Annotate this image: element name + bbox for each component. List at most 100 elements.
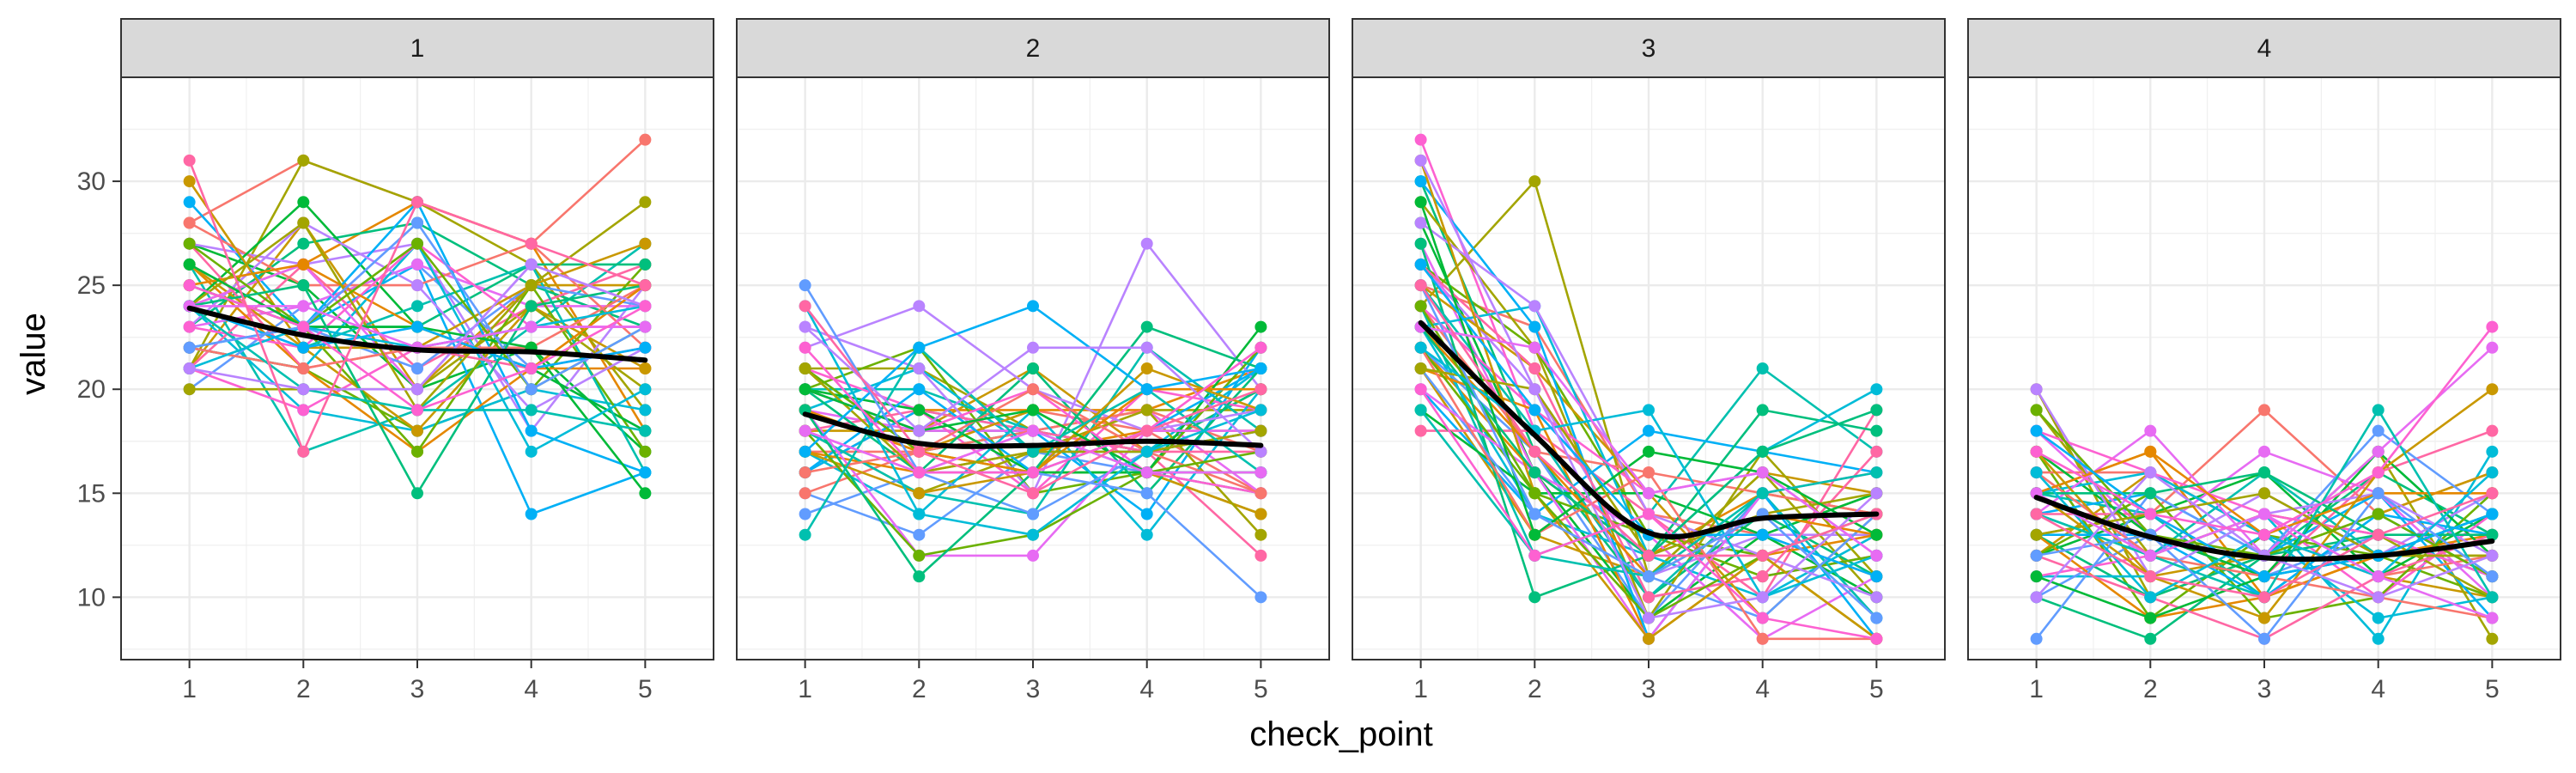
series-point: [1255, 341, 1267, 354]
series-point: [2144, 570, 2157, 583]
series-point: [913, 341, 926, 354]
facet-panel-3: 3 1 2 3 4 5: [1352, 18, 1946, 703]
series-point: [1870, 383, 1883, 396]
series-point: [2372, 591, 2385, 604]
series-point: [1414, 300, 1427, 313]
series-point: [1140, 383, 1153, 396]
series-point: [2144, 612, 2157, 624]
series-point: [1414, 383, 1427, 396]
series-point: [1870, 487, 1883, 500]
series-point: [799, 300, 811, 313]
series-point: [1140, 362, 1153, 374]
series-point: [639, 196, 652, 209]
y-axis-title: value: [15, 313, 52, 395]
series-point: [639, 445, 652, 458]
x-tick-label: 4: [2371, 675, 2385, 703]
series-point: [1140, 528, 1153, 541]
series-point: [799, 466, 811, 479]
series-point: [2486, 508, 2499, 520]
series-point: [799, 424, 811, 437]
series-point: [2258, 591, 2270, 604]
series-point: [1255, 466, 1267, 479]
series-point: [1027, 466, 1039, 479]
series-point: [1414, 279, 1427, 292]
series-point: [2030, 404, 2043, 417]
series-point: [1870, 466, 1883, 479]
series-point: [297, 404, 310, 417]
x-tick-label: 4: [1755, 675, 1770, 703]
series-point: [2372, 466, 2385, 479]
facet-panel-1: 1 1 2 3 4 5 10 15 20 25 30: [77, 18, 714, 703]
series-point: [183, 320, 196, 333]
smooth-trend-line: [1418, 320, 1880, 540]
y-tick-label: 15: [77, 479, 106, 508]
series-point: [639, 362, 652, 374]
series-point: [411, 258, 423, 271]
series-point: [2030, 383, 2043, 396]
series-point: [1255, 424, 1267, 437]
series-point: [1756, 632, 1769, 645]
series-point: [1255, 591, 1267, 604]
series-point: [411, 424, 423, 437]
x-tick-label: 5: [638, 675, 653, 703]
series-point: [1528, 445, 1541, 458]
series-point: [2258, 487, 2270, 500]
series-point: [639, 300, 652, 313]
series-point: [2144, 487, 2157, 500]
series-point: [1528, 591, 1541, 604]
series-point: [2486, 612, 2499, 624]
series-point: [525, 445, 538, 458]
series-point: [2372, 404, 2385, 417]
series-point: [183, 237, 196, 250]
series-point: [2258, 508, 2270, 520]
series-point: [2372, 487, 2385, 500]
series-point: [1027, 487, 1039, 500]
x-tick-label: 5: [1254, 675, 1268, 703]
series-point: [411, 237, 423, 250]
series-point: [1870, 445, 1883, 458]
series-point: [639, 383, 652, 396]
series-point: [1255, 549, 1267, 562]
series-point: [2030, 528, 2043, 541]
series-point: [525, 404, 538, 417]
series-point: [2258, 445, 2270, 458]
series-point: [525, 362, 538, 374]
series-point: [183, 362, 196, 374]
series-point: [799, 279, 811, 292]
series-point: [1756, 362, 1769, 374]
x-tick-label: 3: [410, 675, 425, 703]
series-point: [1027, 528, 1039, 541]
facet-strip-label: 1: [410, 34, 425, 63]
series-point: [411, 383, 423, 396]
series-point: [1140, 508, 1153, 520]
series-point: [1870, 404, 1883, 417]
x-tick-label: 5: [2485, 675, 2500, 703]
x-tick-label: 3: [2257, 675, 2272, 703]
series-point: [1140, 424, 1153, 437]
series-point: [799, 362, 811, 374]
series-point: [1414, 258, 1427, 271]
facet-strip: [1352, 18, 1946, 78]
series-point: [525, 237, 538, 250]
series-point: [639, 133, 652, 146]
series-point: [1255, 508, 1267, 520]
series-point: [913, 549, 926, 562]
series-point: [1027, 445, 1039, 458]
series-point: [1643, 549, 1655, 562]
series-point: [297, 445, 310, 458]
series-point: [525, 383, 538, 396]
series-point: [1870, 591, 1883, 604]
x-tick-label: 3: [1026, 675, 1041, 703]
x-tick-label: 1: [798, 675, 812, 703]
series-point: [799, 528, 811, 541]
facet-strip: [1967, 18, 2561, 78]
series-point: [1756, 487, 1769, 500]
series-point: [1255, 528, 1267, 541]
series-point: [1643, 466, 1655, 479]
series-point: [1528, 175, 1541, 188]
series-point: [2258, 570, 2270, 583]
series-point: [1528, 362, 1541, 374]
series-point: [913, 300, 926, 313]
series-point: [183, 196, 196, 209]
